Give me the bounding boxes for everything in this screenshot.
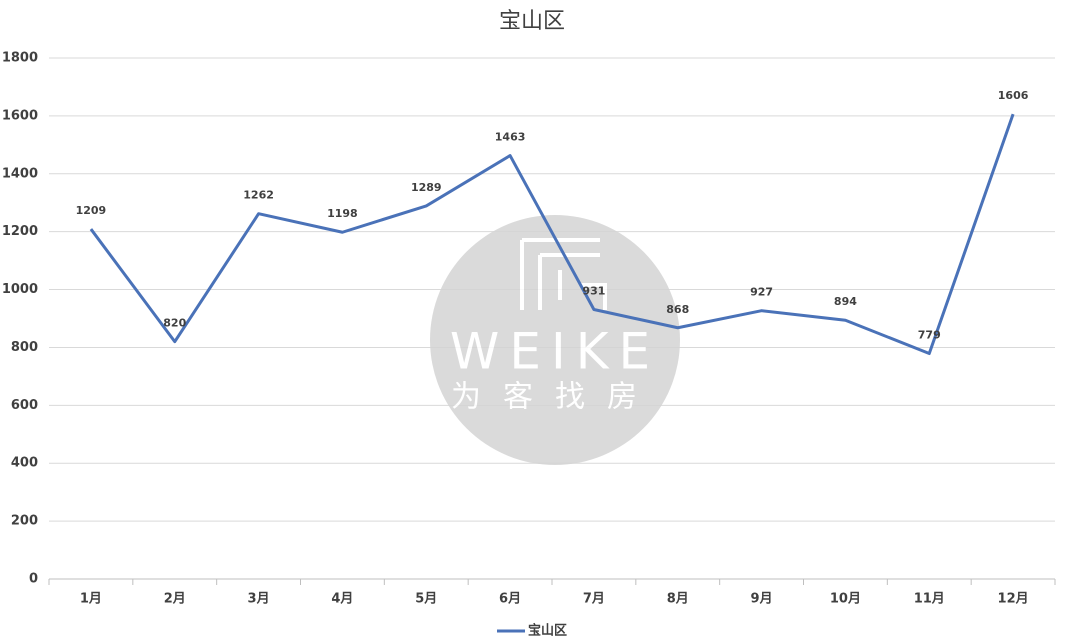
data-label: 779: [918, 329, 941, 342]
x-tick-label: 2月: [164, 592, 186, 607]
legend-label: 宝山区: [528, 623, 567, 639]
x-tick-label: 6月: [499, 592, 521, 607]
x-tick-label: 9月: [751, 592, 773, 607]
x-tick-label: 4月: [331, 592, 353, 607]
watermark-logo: [520, 238, 607, 310]
y-tick-label: 0: [29, 572, 38, 587]
x-tick-label: 3月: [248, 592, 270, 607]
y-tick-label: 800: [11, 340, 38, 355]
watermark-text: WEIKE: [450, 323, 660, 381]
data-label: 1262: [243, 189, 274, 202]
x-tick-label: 7月: [583, 592, 605, 607]
data-label: 927: [750, 286, 773, 299]
x-tick-label: 1月: [80, 592, 102, 607]
data-label: 931: [582, 285, 605, 298]
data-label: 1209: [76, 204, 107, 217]
y-tick-label: 1400: [2, 166, 38, 181]
data-label: 1463: [495, 131, 526, 144]
data-label: 1606: [998, 89, 1029, 102]
watermark: WEIKE 为客找房: [430, 215, 680, 465]
data-label: 820: [163, 317, 186, 330]
data-label: 1289: [411, 181, 442, 194]
chart-title: 宝山区: [499, 9, 565, 34]
x-tick-label: 5月: [415, 592, 437, 607]
watermark-subtext: 为客找房: [451, 380, 659, 415]
y-tick-label: 200: [11, 514, 38, 529]
x-tick-label: 8月: [667, 592, 689, 607]
data-label: 1198: [327, 207, 358, 220]
series-line: [89, 113, 1015, 356]
y-tick-label: 600: [11, 398, 38, 413]
watermark-circle: [430, 215, 680, 465]
data-label: 894: [834, 295, 857, 308]
y-tick-label: 400: [11, 456, 38, 471]
x-tick-label: 11月: [914, 592, 945, 607]
y-tick-label: 1200: [2, 224, 38, 239]
y-tick-label: 1000: [2, 282, 38, 297]
data-label: 868: [666, 303, 689, 316]
y-tick-label: 1800: [2, 51, 38, 66]
y-tick-label: 1600: [2, 108, 38, 123]
x-tick-label: 10月: [830, 592, 861, 607]
x-tick-label: 12月: [998, 592, 1029, 607]
